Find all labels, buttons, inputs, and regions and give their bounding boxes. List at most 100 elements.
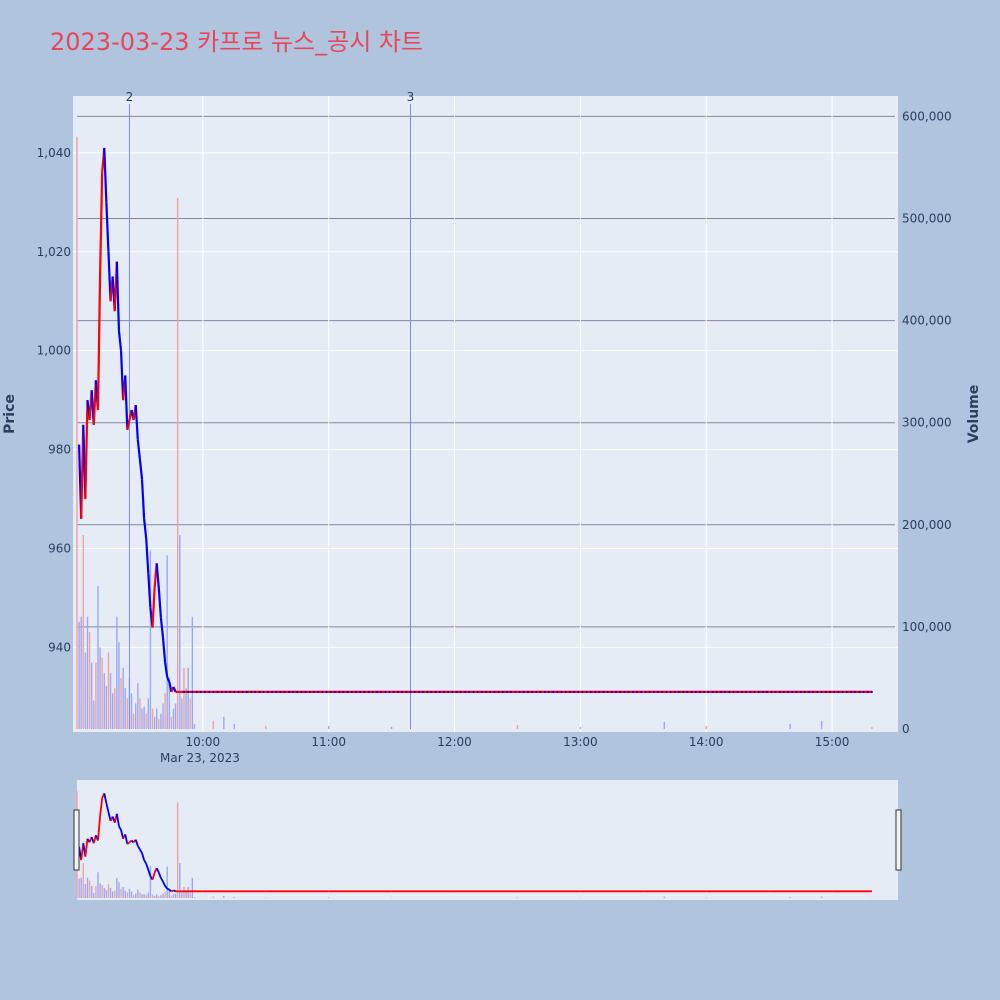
volume-bar: [193, 723, 196, 729]
range-slider-preview: [76, 791, 873, 898]
price-dot: [380, 690, 382, 693]
price-dot: [808, 690, 810, 693]
price-dot: [837, 690, 840, 693]
volume-bar: [114, 688, 116, 729]
price-dot: [468, 690, 471, 693]
volume-bar: [90, 662, 93, 729]
mini-volume-bar: [170, 895, 173, 898]
price-segment: [96, 276, 102, 411]
volume-bar: [118, 642, 120, 729]
mini-volume-bar: [164, 891, 166, 898]
mini-volume-bar: [120, 888, 122, 898]
price-dot: [355, 690, 357, 693]
volume-bar: [166, 555, 168, 729]
mini-price-segment: [139, 849, 143, 854]
mini-volume-bar: [124, 890, 126, 898]
price-dot: [812, 690, 814, 693]
price-dot: [409, 690, 412, 693]
event-label: 2: [126, 90, 134, 104]
mini-volume-bar: [99, 883, 101, 898]
mini-volume-bar: [183, 886, 185, 898]
price-dot: [548, 690, 550, 693]
mini-price-segment: [105, 802, 110, 813]
mini-price-segment: [120, 829, 125, 839]
volume-bar: [151, 708, 154, 729]
price-dot: [418, 690, 420, 693]
price-dot: [678, 690, 680, 693]
price-dot: [577, 690, 580, 693]
price-dot: [833, 690, 835, 693]
price-dot: [611, 690, 613, 693]
price-dot: [673, 690, 676, 693]
price-dot: [371, 690, 374, 693]
volume-bar: [101, 657, 103, 729]
range-slider[interactable]: [77, 780, 898, 900]
x-date-label: Mar 23, 2023: [160, 751, 240, 765]
price-dot: [237, 690, 240, 693]
mini-volume-bar: [176, 802, 179, 898]
price-dot: [602, 690, 605, 693]
price-segment: [84, 400, 89, 500]
price-dot: [183, 690, 185, 693]
volume-bar: [160, 713, 162, 729]
price-dot: [388, 690, 391, 693]
mini-volume-bar: [84, 884, 87, 898]
mini-volume-bar: [109, 887, 112, 898]
volume-bar: [233, 723, 236, 729]
price-dot: [510, 690, 512, 693]
price-dot: [552, 690, 554, 693]
mini-volume-bar: [187, 886, 189, 898]
price-dot: [426, 690, 429, 693]
volume-bar: [145, 713, 147, 729]
price-dot: [460, 690, 462, 693]
volume-axis: 0 100,000 200,000 300,000 400,000 500,000 600,…: [902, 109, 952, 736]
price-dot: [208, 690, 210, 693]
price-dot: [841, 690, 844, 693]
range-slider-right-handle[interactable]: [895, 809, 902, 871]
volume-bar: [107, 652, 110, 729]
volume-bar: [76, 136, 78, 729]
volume-bar: [164, 693, 166, 729]
volume-bar: [327, 725, 330, 729]
range-slider-left-handle[interactable]: [73, 809, 80, 871]
volume-bar: [170, 716, 173, 729]
price-segment: [164, 662, 169, 678]
volume-bar: [149, 550, 152, 729]
price-dot: [527, 690, 529, 693]
price-dot: [334, 690, 336, 693]
mini-volume-bar: [185, 890, 187, 898]
price-dot: [690, 690, 693, 693]
mini-volume-bar: [789, 897, 791, 898]
price-dot: [661, 690, 663, 693]
price-dot: [413, 690, 416, 693]
price-dot: [472, 690, 475, 693]
price-dot: [531, 690, 533, 693]
price-dot: [464, 690, 466, 693]
price-dot: [329, 690, 332, 693]
time-axis: 10:00 11:00 12:00 13:00 14:00 15:00: [186, 735, 850, 749]
mini-price-segment: [124, 834, 129, 845]
volume-bar: [158, 718, 160, 729]
volume-bar: [183, 667, 185, 729]
mini-volume-bar: [327, 897, 330, 898]
price-dot: [766, 690, 768, 693]
volume-bar: [120, 677, 122, 729]
price-segment: [134, 405, 139, 440]
price-dot: [321, 690, 324, 693]
price-segment: [105, 202, 110, 252]
mini-volume-bar: [97, 872, 99, 898]
volume-bar: [153, 716, 156, 729]
price-dot: [829, 690, 831, 693]
price-dot: [845, 690, 848, 693]
price-axis: 940 960 980 1,000 1,020 1,040: [37, 146, 71, 655]
volume-bar: [143, 706, 145, 729]
y2-axis-title[interactable]: Volume: [966, 385, 982, 444]
price-dot: [225, 690, 227, 693]
price-segment: [161, 637, 167, 663]
volume-bar: [139, 698, 141, 729]
mini-volume-bar: [103, 887, 105, 898]
y-axis-title[interactable]: Price: [2, 394, 18, 434]
price-dot: [451, 690, 454, 693]
volume-tick-label: 500,000: [902, 212, 952, 226]
price-dot: [271, 690, 273, 693]
